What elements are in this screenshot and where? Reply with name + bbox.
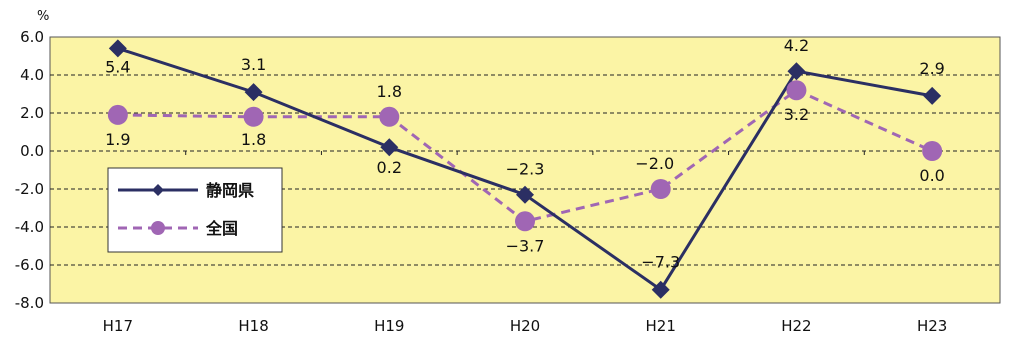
y-tick-label: 6.0 <box>20 28 44 46</box>
x-tick-label: H23 <box>917 317 947 335</box>
data-label-series-1: −7.3 <box>641 253 680 272</box>
x-axis-tick-labels: H17 H18 H19 H20 H21 H22 H23 <box>103 317 948 335</box>
x-tick-label: H18 <box>238 317 268 335</box>
diamond-marker <box>108 39 127 58</box>
diamond-marker <box>651 280 670 299</box>
data-label-series-1: 0.2 <box>377 158 402 177</box>
y-tick-label: -4.0 <box>15 218 44 236</box>
y-tick-label: -2.0 <box>15 180 44 198</box>
x-tick-label: H21 <box>646 317 676 335</box>
data-label-series-2: −2.0 <box>635 154 674 173</box>
y-tick-label: 0.0 <box>20 142 44 160</box>
x-tick-label: H22 <box>781 317 811 335</box>
legend: 静岡県 全国 <box>107 167 283 253</box>
diamond-marker <box>152 184 164 196</box>
y-tick-label: 2.0 <box>20 104 44 122</box>
diamond-marker <box>380 138 399 157</box>
data-label-series-1: −2.3 <box>506 160 545 179</box>
circle-marker <box>786 80 807 101</box>
data-label-series-2: 0.0 <box>919 166 944 185</box>
data-label-series-1: 5.4 <box>105 57 130 76</box>
legend-marker-series-1 <box>152 184 164 196</box>
circle-marker <box>515 211 535 232</box>
legend-marker-series-2 <box>151 221 165 235</box>
x-tick-label: H20 <box>510 317 540 335</box>
y-axis-tick-labels: 6.0 4.0 2.0 0.0 -2.0 -4.0 -6.0 -8.0 <box>15 28 44 312</box>
data-label-series-2: 1.9 <box>105 130 130 149</box>
x-tick-label: H17 <box>103 317 133 335</box>
y-tick-label: -8.0 <box>15 294 44 312</box>
y-unit-label: % <box>37 9 49 24</box>
circle-marker <box>107 104 128 125</box>
data-labels: 5.4 3.1 0.2 −2.3 −7.3 4.2 2.9 1.9 1.8 1.8 −3.7 −2.0… <box>105 36 945 272</box>
y-tick-label: 4.0 <box>20 66 44 84</box>
data-label-series-1: 2.9 <box>919 59 944 78</box>
data-label-series-2: −3.7 <box>506 236 545 255</box>
diamond-marker <box>244 83 263 102</box>
series-group <box>107 39 943 299</box>
data-label-series-1: 3.1 <box>241 55 266 74</box>
circle-marker <box>379 106 400 127</box>
legend-label-series-1: 静岡県 <box>206 181 254 200</box>
legend-box <box>107 167 283 253</box>
data-label-series-1: 4.2 <box>784 36 809 55</box>
y-tick-label: -6.0 <box>15 256 44 274</box>
legend-label-series-2: 全国 <box>205 219 238 238</box>
diamond-marker <box>516 185 534 204</box>
diamond-marker <box>787 62 806 81</box>
x-tick-label: H19 <box>374 317 404 335</box>
gridlines <box>50 74 1000 266</box>
circle-marker <box>243 106 264 127</box>
circle-marker <box>922 141 943 161</box>
diamond-marker <box>923 86 942 105</box>
circle-marker <box>650 179 671 199</box>
data-label-series-2: 1.8 <box>377 82 402 101</box>
data-label-series-2: 3.2 <box>784 105 809 124</box>
data-label-series-2: 1.8 <box>241 130 266 149</box>
circle-marker <box>151 221 165 235</box>
